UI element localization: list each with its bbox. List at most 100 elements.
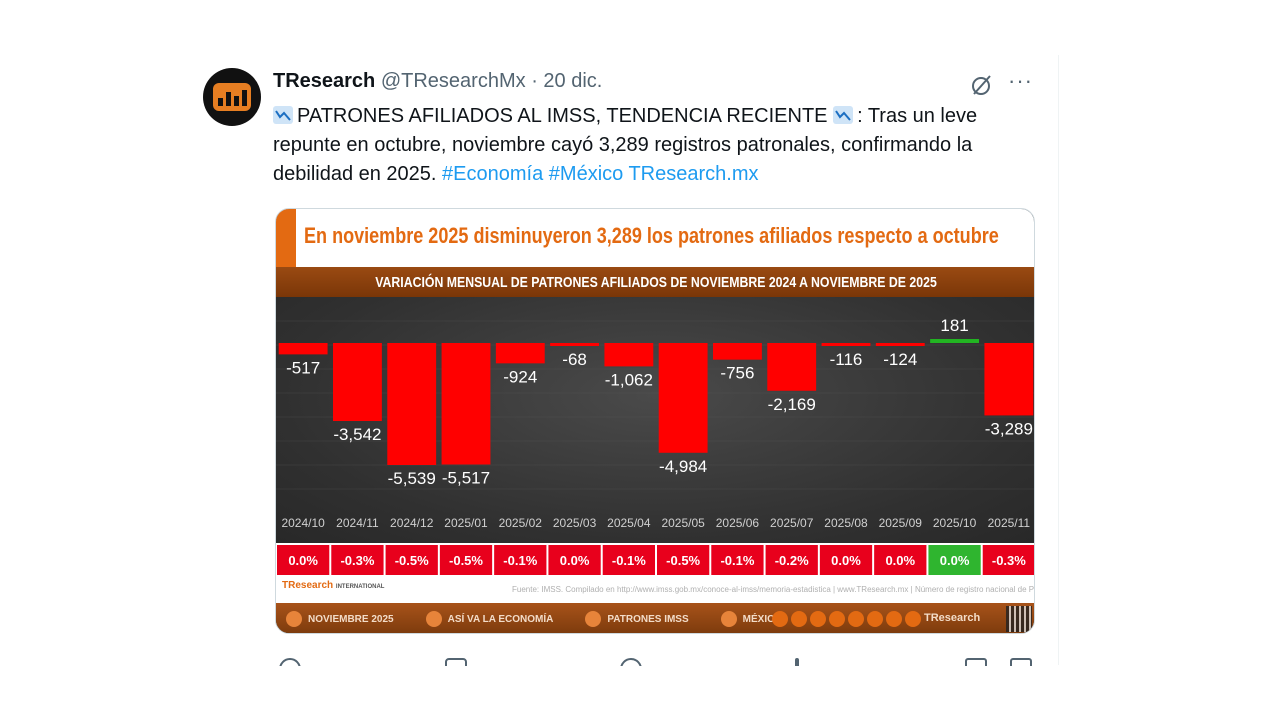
data-label: -5,539 xyxy=(388,469,436,488)
percent-label: -0.1% xyxy=(503,553,537,568)
x-tick-label: 2025/03 xyxy=(553,516,597,530)
tweet-action-bar xyxy=(275,656,1035,666)
percent-label: -0.5% xyxy=(449,553,483,568)
grok-icon[interactable] xyxy=(970,73,994,97)
social-icon xyxy=(905,611,921,627)
share-icon[interactable] xyxy=(1010,658,1032,666)
percent-cell xyxy=(657,545,710,575)
brand-mark: TResearch xyxy=(924,612,981,624)
tweet-title-text: PATRONES AFILIADOS AL IMSS, TENDENCIA RE… xyxy=(297,105,828,127)
percent-cell xyxy=(819,545,873,575)
x-tick-label: 2025/04 xyxy=(607,516,651,530)
nav-economia: ASÍ VA LA ECONOMÍA xyxy=(425,611,554,627)
percent-cell xyxy=(982,545,1034,575)
percent-label: -0.2% xyxy=(775,553,809,568)
percent-cell xyxy=(548,545,601,575)
footer-strip: TResearch INTERNATIONAL Fuente: IMSS. Co… xyxy=(276,577,1034,603)
data-label: -1,062 xyxy=(605,370,653,389)
data-label: -924 xyxy=(503,367,537,386)
infographic-subtitle: VARIACIÓN MENSUAL DE PATRONES AFILIADOS … xyxy=(375,274,937,291)
like-icon[interactable] xyxy=(620,658,642,666)
percent-label: 0.0% xyxy=(288,553,318,568)
data-label: -124 xyxy=(883,350,917,369)
footer-logo: TResearch INTERNATIONAL xyxy=(282,580,384,591)
bar-chart: -517 2024/10 -3,542 2024/11 -5,539 2024/12 -5,… xyxy=(276,316,1034,530)
more-options-icon[interactable]: ··· xyxy=(1008,68,1033,93)
nav-mexico: MÉXICO xyxy=(720,611,783,627)
data-label: -5,517 xyxy=(442,469,490,488)
data-label: -3,542 xyxy=(333,425,381,444)
data-label: -2,169 xyxy=(768,395,816,414)
percent-label: -0.1% xyxy=(720,553,754,568)
x-tick-label: 2025/11 xyxy=(988,516,1031,530)
nav-economia-label: ASÍ VA LA ECONOMÍA xyxy=(447,613,554,625)
nav-noviembre: NOVIEMBRE 2025 xyxy=(286,611,394,627)
x-tick-label: 2025/01 xyxy=(444,516,488,530)
percent-cell xyxy=(439,545,493,575)
bar xyxy=(278,343,328,355)
tweet[interactable]: TResearch @TResearchMx · 20 dic. ··· PAT… xyxy=(200,60,1060,666)
x-tick-label: 2025/07 xyxy=(770,516,814,530)
footer-logo-text: TResearch xyxy=(282,580,334,591)
bar xyxy=(441,343,491,465)
bar xyxy=(713,343,762,360)
bar xyxy=(767,343,817,391)
percent-cell xyxy=(385,545,438,575)
percent-row-cells: 0.0% -0.3% -0.5% -0.5% -0.1% 0.0% -0.1% -0.5% -0… xyxy=(277,545,1034,575)
author-name[interactable]: TResearch xyxy=(273,70,376,92)
reply-icon[interactable] xyxy=(279,658,301,666)
data-label: 181 xyxy=(940,316,968,335)
infographic-card[interactable]: En noviembre 2025 disminuyeron 3,289 los… xyxy=(275,208,1035,634)
views-icon[interactable] xyxy=(795,658,799,666)
bar xyxy=(984,343,1034,416)
headline-bar: En noviembre 2025 disminuyeron 3,289 los… xyxy=(276,209,1034,267)
x-tick-label: 2025/06 xyxy=(716,516,760,530)
gear-icon xyxy=(425,611,442,627)
subtitle-bar: VARIACIÓN MENSUAL DE PATRONES AFILIADOS … xyxy=(276,267,1034,297)
bar xyxy=(658,343,708,453)
hashtag-mexico[interactable]: #México xyxy=(548,163,624,185)
percent-label: -0.3% xyxy=(992,553,1026,568)
bottom-nav-bar: NOVIEMBRE 2025 ASÍ VA LA ECONOMÍA PATRON… xyxy=(276,603,1034,633)
data-label: -3,289 xyxy=(985,419,1033,438)
percent-cell xyxy=(602,545,655,575)
hashtag-economia[interactable]: #Economía xyxy=(442,163,544,185)
x-tick-label: 2025/08 xyxy=(824,516,868,530)
people-icon xyxy=(720,611,737,627)
tweet-date[interactable]: 20 dic. xyxy=(543,70,603,92)
bar xyxy=(550,343,599,346)
nav-patrones-label: PATRONES IMSS xyxy=(607,613,689,625)
bar xyxy=(821,343,871,346)
bar xyxy=(333,343,382,422)
author-avatar[interactable] xyxy=(203,68,261,126)
calendar-icon xyxy=(286,611,302,627)
data-label: -4,984 xyxy=(659,457,707,476)
bookmark-icon[interactable] xyxy=(965,658,987,666)
infographic-headline: En noviembre 2025 disminuyeron 3,289 los… xyxy=(304,223,999,248)
social-icon xyxy=(867,611,883,627)
tresearch-link[interactable]: TResearch.mx xyxy=(628,163,759,185)
header-separator: · xyxy=(531,70,538,92)
social-icons xyxy=(772,611,921,627)
social-icon xyxy=(791,611,807,627)
social-icon xyxy=(848,611,864,627)
chart-decreasing-icon xyxy=(273,106,293,124)
tweet-text: PATRONES AFILIADOS AL IMSS, TENDENCIA RE… xyxy=(273,102,1013,189)
x-tick-label: 2025/05 xyxy=(661,516,705,530)
data-label: -756 xyxy=(720,364,754,383)
percent-cell xyxy=(331,545,384,575)
social-icon xyxy=(886,611,902,627)
data-label: -517 xyxy=(286,358,320,377)
retweet-icon[interactable] xyxy=(445,658,467,666)
author-handle[interactable]: @TResearchMx xyxy=(380,70,526,92)
nav-mexico-label: MÉXICO xyxy=(742,613,783,625)
percent-row: 0.0% -0.3% -0.5% -0.5% -0.1% 0.0% -0.1% -0.5% -0… xyxy=(276,543,1034,577)
headline-accent xyxy=(276,209,296,267)
timeline-divider xyxy=(1058,55,1059,665)
x-tick-label: 2025/10 xyxy=(933,516,977,530)
bar xyxy=(930,339,979,343)
nav-noviembre-label: NOVIEMBRE 2025 xyxy=(308,613,394,625)
percent-cell xyxy=(928,545,981,575)
tweet-body-text: : Tras un leve repunte en octubre, novie… xyxy=(273,105,978,185)
bar xyxy=(387,343,437,465)
